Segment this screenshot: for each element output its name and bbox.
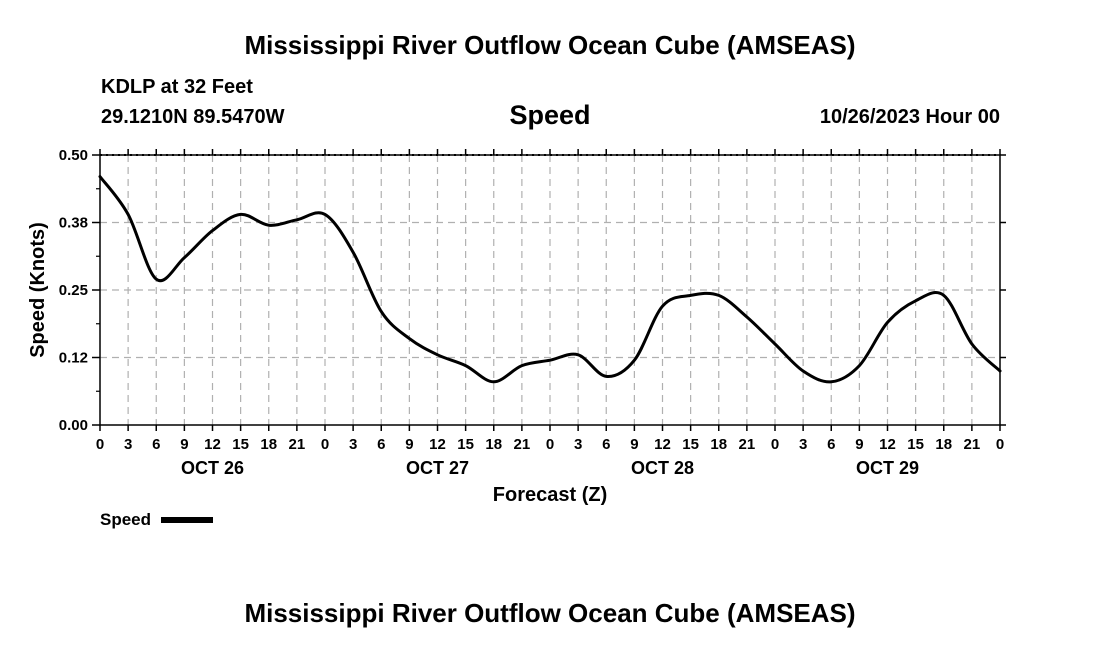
y-tick-label: 0.12 [59, 350, 88, 367]
x-day-label: OCT 26 [181, 458, 244, 478]
y-tick-label: 0.38 [59, 215, 88, 232]
x-tick-label: 21 [964, 436, 981, 453]
x-tick-label: 12 [429, 436, 446, 453]
y-tick-label: 0.00 [59, 417, 88, 434]
legend-swatch [161, 517, 213, 523]
y-tick-label: 0.50 [59, 147, 88, 164]
x-tick-label: 9 [630, 436, 638, 453]
x-tick-label: 0 [546, 436, 554, 453]
x-tick-label: 9 [855, 436, 863, 453]
x-axis-day-labels: OCT 26 OCT 27 OCT 28 OCT 29 [181, 458, 919, 478]
series-line-speed [98, 175, 1002, 384]
station-coordinates: 29.1210N 89.5470W [101, 106, 285, 128]
x-tick-label: 12 [204, 436, 221, 453]
x-tick-label: 9 [180, 436, 188, 453]
x-tick-label: 15 [907, 436, 924, 453]
y-axis-label: Speed (Knots) [27, 222, 49, 358]
y-axis: 0.00 0.12 0.25 0.38 0.50 [59, 147, 1006, 434]
x-day-label: OCT 27 [406, 458, 469, 478]
x-tick-label: 6 [377, 436, 385, 453]
x-axis: 0 3 6 9 12 15 18 21 0 3 6 9 12 15 18 21 0 3 6 9 12 15 18 21 0 3 6 9… [96, 149, 1004, 453]
y-tick-label: 0.25 [59, 282, 88, 299]
x-day-label: OCT 28 [631, 458, 694, 478]
x-tick-label: 12 [654, 436, 671, 453]
x-tick-label: 0 [996, 436, 1004, 453]
x-tick-label: 3 [124, 436, 132, 453]
x-tick-label: 18 [710, 436, 727, 453]
x-tick-label: 9 [405, 436, 413, 453]
x-tick-label: 3 [349, 436, 357, 453]
x-tick-label: 6 [152, 436, 160, 453]
x-tick-label: 0 [96, 436, 104, 453]
x-tick-label: 0 [321, 436, 329, 453]
x-tick-label: 15 [682, 436, 699, 453]
x-tick-label: 12 [879, 436, 896, 453]
footer-title: Mississippi River Outflow Ocean Cube (AM… [244, 598, 856, 628]
page-title: Mississippi River Outflow Ocean Cube (AM… [244, 30, 856, 60]
forecast-datetime: 10/26/2023 Hour 00 [819, 106, 1000, 128]
x-tick-label: 15 [232, 436, 249, 453]
x-tick-label: 18 [260, 436, 277, 453]
x-tick-label: 21 [514, 436, 531, 453]
station-label: KDLP at 32 Feet [101, 76, 253, 98]
x-tick-label: 18 [485, 436, 502, 453]
x-tick-label: 18 [935, 436, 952, 453]
x-tick-label: 3 [574, 436, 582, 453]
x-day-label: OCT 29 [856, 458, 919, 478]
x-tick-label: 21 [739, 436, 756, 453]
chart-title: Speed [509, 100, 591, 130]
x-axis-label: Forecast (Z) [493, 484, 607, 506]
x-tick-label: 3 [799, 436, 807, 453]
chart-grid [100, 155, 1000, 425]
legend-label: Speed [100, 510, 151, 529]
x-tick-label: 0 [771, 436, 779, 453]
x-tick-label: 6 [602, 436, 610, 453]
x-tick-label: 21 [289, 436, 306, 453]
x-tick-label: 15 [457, 436, 474, 453]
x-tick-label: 6 [827, 436, 835, 453]
